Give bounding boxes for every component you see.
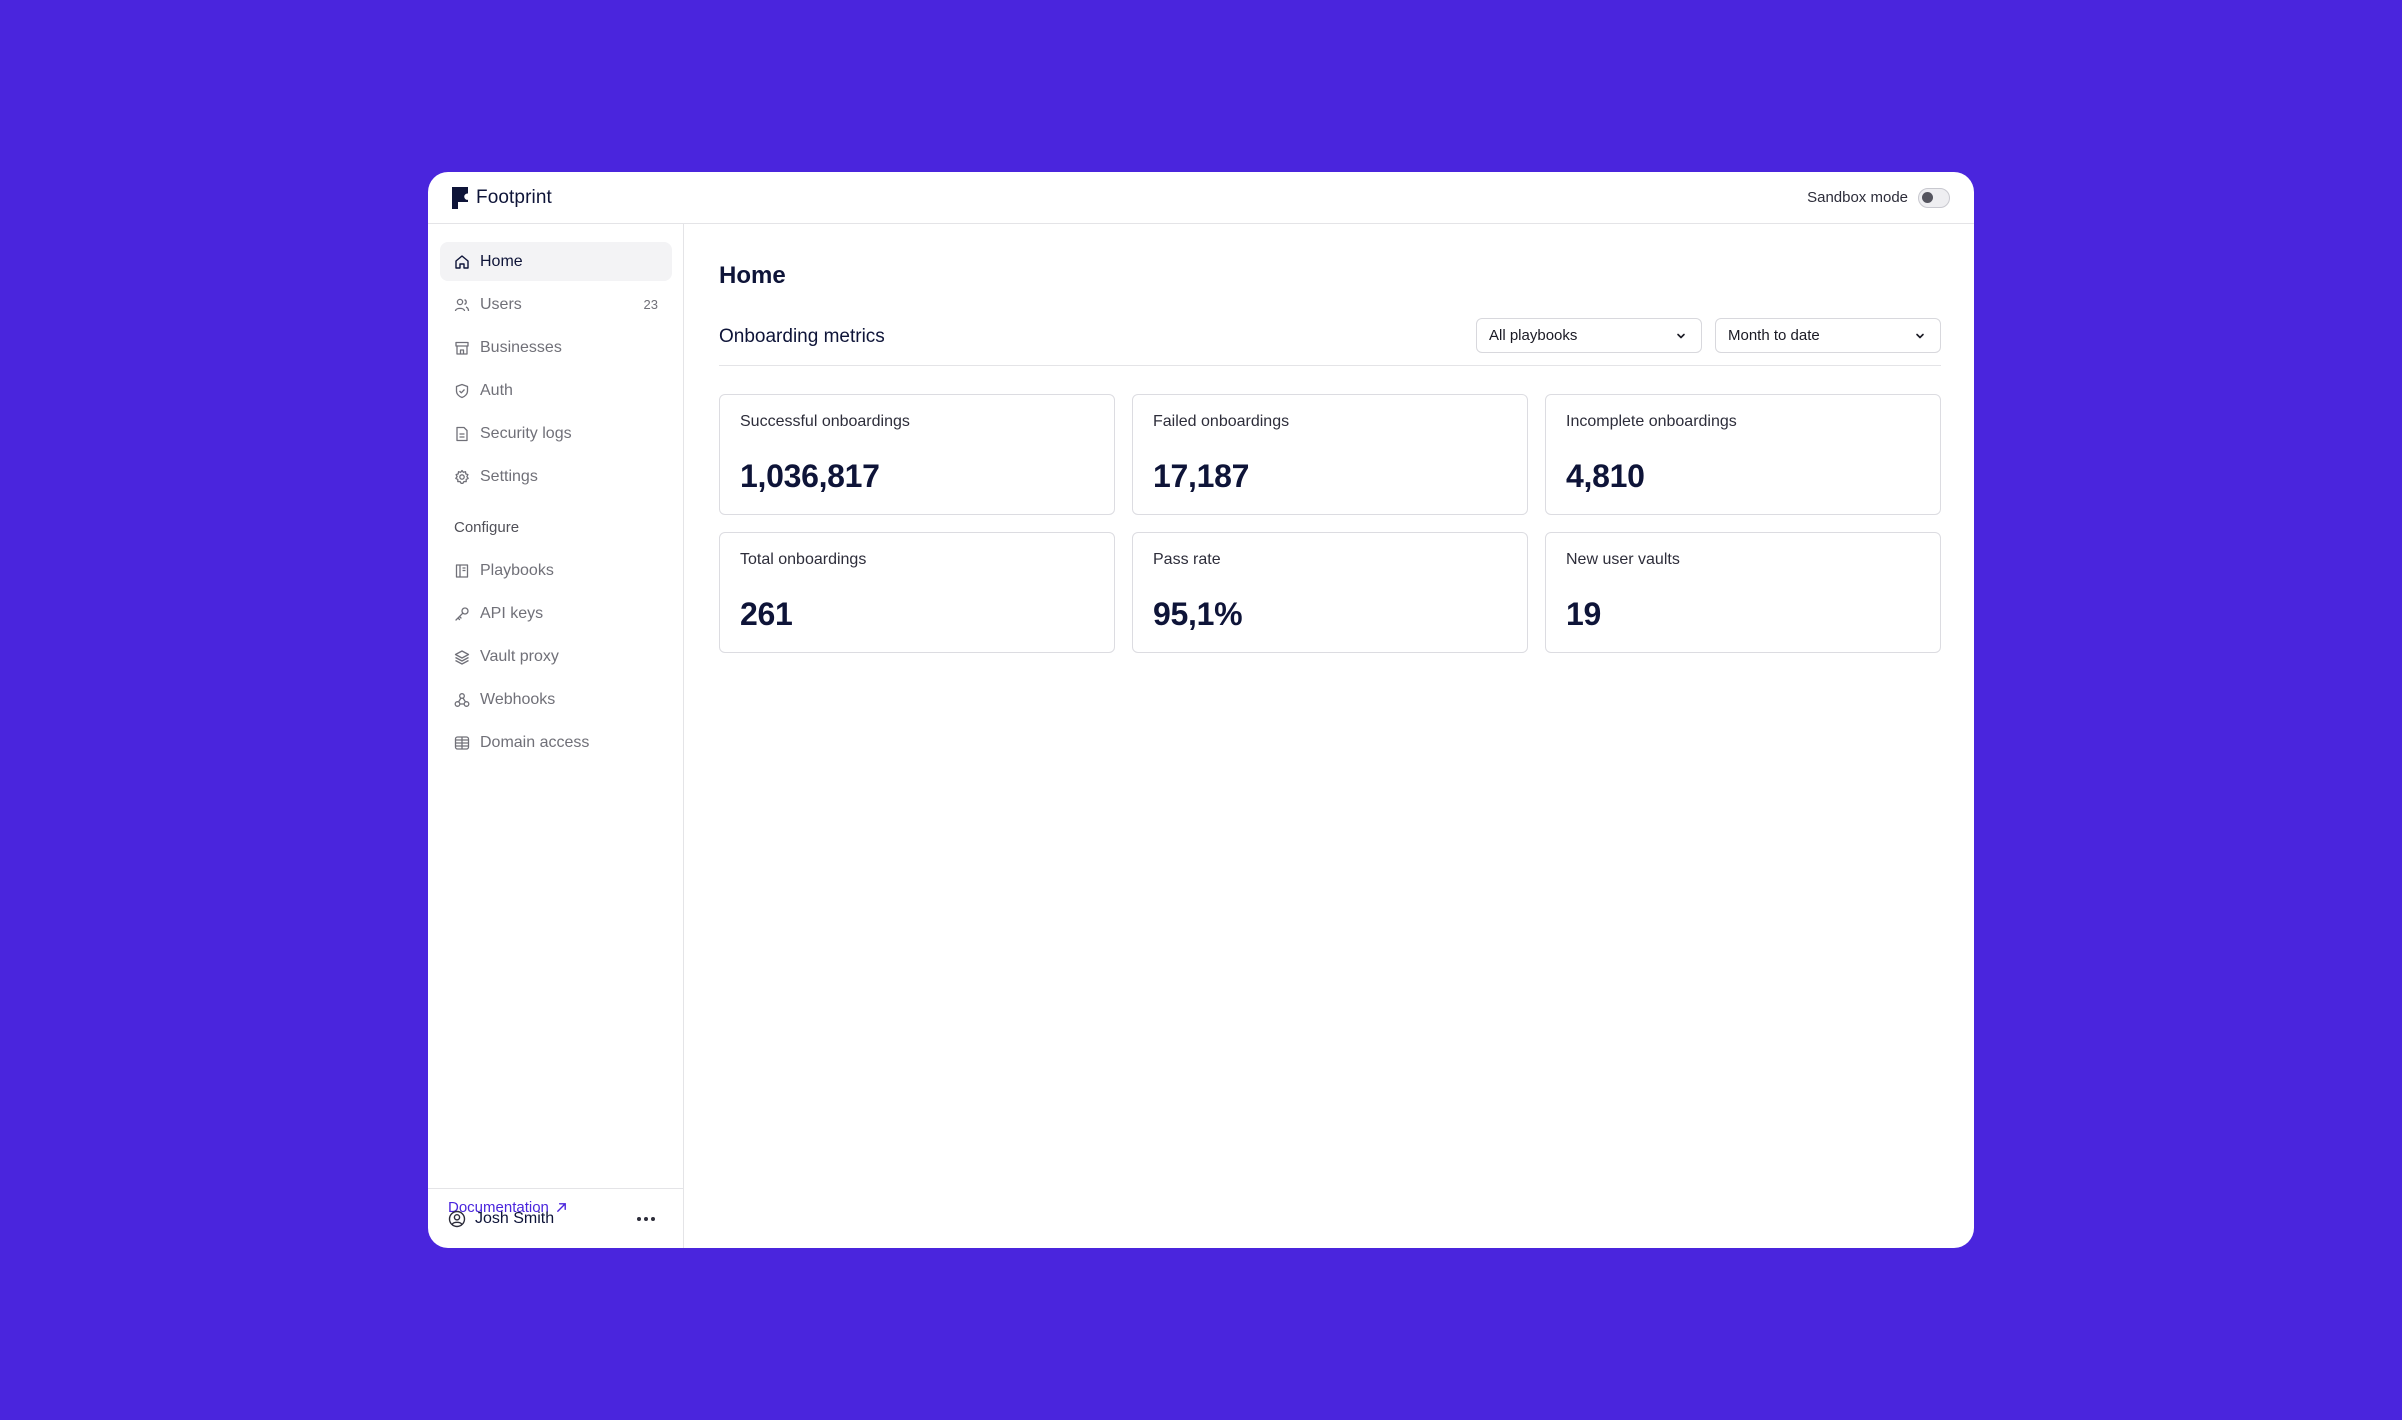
top-bar: Footprint Sandbox mode [428,172,1974,224]
users-count-badge: 23 [643,297,658,312]
metric-card-total-onboardings: Total onboardings 261 [719,532,1115,653]
period-filter-select[interactable]: Month to date [1715,318,1941,353]
playbook-filter-value: All playbooks [1489,327,1578,344]
user-menu[interactable]: Josh Smith [428,1188,683,1248]
sidebar-item-webhooks[interactable]: Webhooks [440,680,672,719]
metric-label: Pass rate [1153,551,1221,568]
sidebar-item-users[interactable]: Users 23 [440,285,672,324]
chevron-down-icon [1916,333,1924,338]
metric-card-new-user-vaults: New user vaults 19 [1545,532,1941,653]
onboarding-metrics-header: Onboarding metrics All playbooks Month t… [719,318,1941,366]
arrow-up-right-icon [556,1203,566,1212]
key-icon [455,606,469,621]
sidebar-item-vault-proxy[interactable]: Vault proxy [440,637,672,676]
toggle-knob [1922,191,1933,203]
users-icon [454,298,470,311]
logo[interactable]: Footprint [452,186,552,209]
sidebar-item-label: Security logs [480,424,572,442]
sidebar-item-security-logs[interactable]: Security logs [440,414,672,453]
sidebar-item-label: Vault proxy [480,647,559,665]
app-name: Footprint [476,186,552,208]
metric-value: 95,1% [1153,596,1243,632]
metric-label: Incomplete onboardings [1566,413,1737,430]
sidebar-item-domain-access[interactable]: Domain access [440,723,672,762]
sandbox-mode-toggle[interactable] [1918,187,1950,208]
sidebar-item-label: Playbooks [480,561,554,579]
dot [651,1216,655,1221]
app-window: Footprint Sandbox mode Home Users [428,172,1974,1248]
sidebar-nav: Home Users 23 Businesses [440,242,672,766]
shield-icon [455,383,469,398]
metric-value: 17,187 [1153,458,1250,494]
dot [644,1216,648,1221]
sidebar-item-label: Auth [480,381,513,399]
metric-label: Successful onboardings [740,413,910,430]
file-icon [456,426,468,441]
metric-value: 4,810 [1566,458,1645,494]
book-icon [455,563,469,578]
sidebar-item-api-keys[interactable]: API keys [440,594,672,633]
sidebar-item-home[interactable]: Home [440,242,672,281]
sidebar-item-playbooks[interactable]: Playbooks [440,551,672,590]
configure-section-label: Configure [454,519,520,536]
more-options-icon[interactable] [633,1213,659,1225]
sandbox-mode: Sandbox mode [1807,187,1950,208]
sidebar-item-label: Home [480,252,523,270]
metric-value: 19 [1566,596,1601,632]
metric-label: Failed onboardings [1153,413,1290,430]
footprint-logo-icon [452,186,468,209]
gear-icon [455,469,469,484]
period-filter-value: Month to date [1728,327,1820,344]
sidebar-item-label: Businesses [480,338,562,356]
metrics-grid: Successful onboardings 1,036,817 Failed … [719,394,1941,653]
dot [637,1216,641,1221]
sidebar-item-label: Users [480,295,522,313]
chevron-down-icon [1677,333,1685,338]
sidebar-item-label: Settings [480,467,538,485]
sidebar-item-businesses[interactable]: Businesses [440,328,672,367]
sidebar-item-settings[interactable]: Settings [440,457,672,496]
metric-label: Total onboardings [740,551,867,568]
metric-card-incomplete-onboardings: Incomplete onboardings 4,810 [1545,394,1941,515]
metric-label: New user vaults [1566,551,1680,568]
main-content: Home Onboarding metrics All playbooks Mo… [719,224,1941,1248]
page-title: Home [719,262,786,289]
store-icon [455,341,469,355]
metric-card-pass-rate: Pass rate 95,1% [1132,532,1528,653]
metric-card-successful-onboardings: Successful onboardings 1,036,817 [719,394,1115,515]
sidebar: Home Users 23 Businesses [428,224,684,1248]
metric-value: 1,036,817 [740,458,880,494]
sidebar-item-label: API keys [480,604,544,622]
metric-value: 261 [740,596,793,632]
sandbox-mode-label: Sandbox mode [1807,189,1908,206]
sidebar-item-label: Webhooks [480,690,556,708]
section-title: Onboarding metrics [719,326,885,347]
sidebar-item-label: Domain access [480,733,590,751]
home-icon [455,254,469,269]
user-circle-icon [448,1210,466,1227]
documentation-label: Documentation [448,1199,549,1216]
documentation-link[interactable]: Documentation [448,1199,568,1216]
playbook-filter-select[interactable]: All playbooks [1476,318,1702,353]
metric-card-failed-onboardings: Failed onboardings 17,187 [1132,394,1528,515]
webhook-icon [454,692,470,707]
sidebar-item-auth[interactable]: Auth [440,371,672,410]
layers-icon [454,649,470,665]
globe-icon [454,735,470,750]
user-name: Josh Smith [475,1209,555,1227]
